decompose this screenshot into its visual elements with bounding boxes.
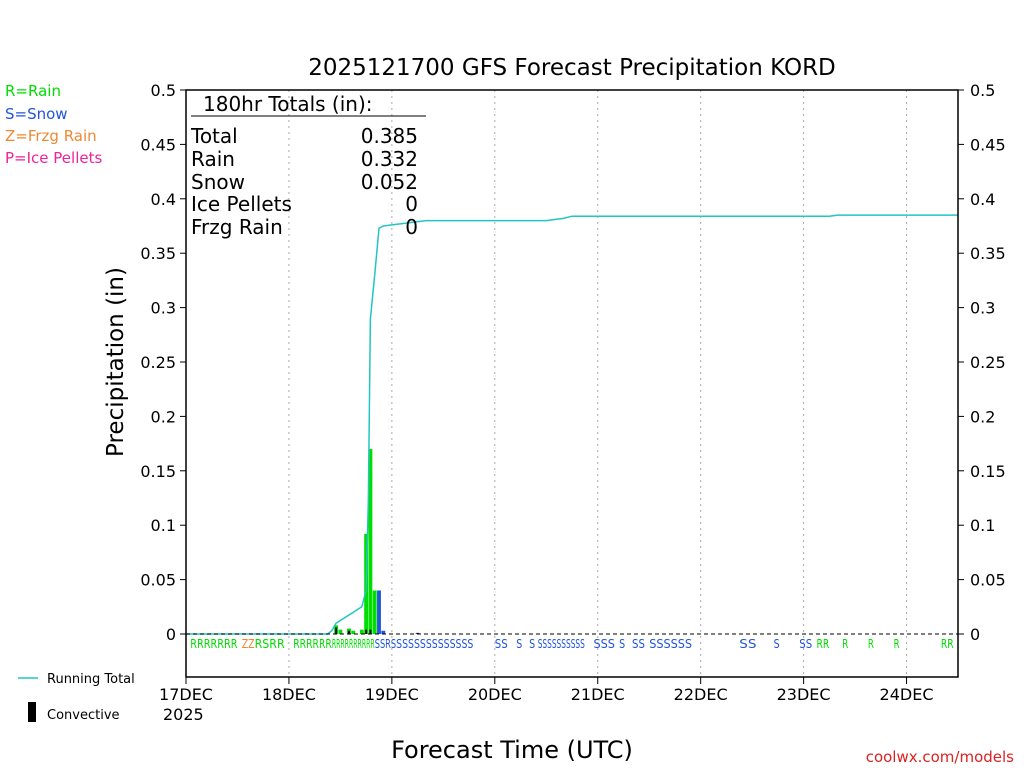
legend-ice: P=Ice Pellets — [5, 149, 102, 167]
y-tick-label-left: 0.5 — [151, 81, 176, 100]
y-tick-label-left: 0.35 — [140, 244, 176, 263]
ptype-labels: RRRRRRR ZZ RSRR RRRRRR RRRRRRRRRR SSRS SSSSSSS… — [190, 637, 953, 651]
x-tick-label: 17DEC — [159, 685, 213, 704]
year-label: 2025 — [163, 705, 204, 724]
bar-rain — [372, 590, 377, 634]
y-tick-label-right: 0.1 — [970, 516, 995, 535]
ptype-label-snow: S — [774, 637, 780, 651]
ptype-label-snow: SSSSSSSSSS — [538, 637, 585, 651]
totals-label-ice: Ice Pellets — [191, 192, 292, 216]
precip-bars — [334, 449, 420, 634]
legend-snow: S=Snow — [5, 105, 68, 123]
totals-value-rain: 0.332 — [361, 147, 418, 171]
x-ticks: 17DEC 18DEC 19DEC 20DEC 21DEC 22DEC 23DEC 24DEC — [159, 677, 934, 704]
convective-bar — [416, 632, 419, 634]
ptype-label-snow: SSRS — [375, 637, 396, 651]
y-tick-label-left: 0.05 — [140, 571, 176, 590]
convective-bar — [348, 630, 350, 634]
ptype-label-snow: SSS — [593, 637, 614, 651]
ptype-label-snow: SSSSSS — [649, 637, 692, 651]
convective-bars — [335, 627, 419, 634]
x-tick-label: 19DEC — [365, 685, 419, 704]
ptype-label-rain: RSRR — [255, 637, 285, 651]
bar-snow — [381, 630, 386, 634]
x-tick-label: 22DEC — [674, 685, 728, 704]
totals-heading: 180hr Totals (in): — [203, 92, 373, 116]
y-tick-label-left: 0.45 — [140, 135, 176, 154]
grid-lines — [288, 90, 908, 677]
y-tick-label-right: 0.45 — [970, 135, 1006, 154]
y-tick-label-left: 0 — [166, 625, 176, 644]
y-tick-label-right: 0.35 — [970, 244, 1006, 263]
ptype-label-rain: RRRRRR — [293, 637, 332, 651]
x-tick-label: 18DEC — [262, 685, 316, 704]
convective-bar — [365, 629, 368, 634]
totals-value-total: 0.385 — [361, 124, 418, 148]
legend-running-total: Running Total — [47, 672, 135, 687]
totals-value-ice: 0 — [405, 192, 418, 216]
y-tick-label-left: 0.25 — [140, 353, 176, 372]
ptype-label-rain: RRRRRRR — [190, 637, 237, 651]
ptype-label-snow: S — [516, 637, 522, 651]
ptype-label-rain: R — [868, 637, 874, 651]
x-tick-label: 20DEC — [468, 685, 522, 704]
totals-label-rain: Rain — [191, 147, 235, 171]
y-tick-label-right: 0.5 — [970, 81, 995, 100]
bar-rain — [359, 629, 364, 634]
y-axis-label: Precipitation (in) — [103, 267, 129, 457]
credit-text: coolwx.com/models — [866, 748, 1014, 766]
ptype-label-rain: RR — [941, 637, 954, 651]
ptype-label-snow: S — [619, 637, 625, 651]
y-tick-label-right: 0.3 — [970, 299, 995, 318]
bar-rain — [338, 629, 343, 634]
y-tick-label-left: 0.15 — [140, 462, 176, 481]
x-tick-label: 24DEC — [880, 685, 934, 704]
y-tick-label-left: 0.2 — [151, 407, 176, 426]
chart-title: 2025121700 GFS Forecast Precipitation KO… — [308, 55, 836, 81]
totals-value-snow: 0.052 — [361, 170, 418, 194]
ptype-label-snow: SS — [799, 637, 812, 651]
y-tick-label-right: 0.15 — [970, 462, 1006, 481]
ptype-label-snow: SSSSSSSSSSSSS — [396, 637, 473, 651]
ptype-label-snow: SS — [495, 637, 508, 651]
ptype-label-frzg: ZZ — [242, 637, 255, 651]
ptype-label-snow: SS — [632, 637, 645, 651]
totals-label-total: Total — [190, 124, 238, 148]
legend-frzg: Z=Frzg Rain — [5, 127, 97, 145]
x-tick-label: 21DEC — [571, 685, 625, 704]
ptype-label-snow: S — [529, 637, 535, 651]
y-ticks-right: 0 0.05 0.1 0.15 0.2 0.25 0.3 0.35 0.4 0.45 0.5 — [958, 81, 1006, 644]
bar-rain — [368, 449, 373, 634]
ptype-label-snow: SS — [739, 637, 756, 651]
bar-rain — [351, 630, 356, 634]
y-tick-label-left: 0.1 — [151, 516, 176, 535]
y-tick-label-right: 0.4 — [970, 190, 995, 209]
ptype-label-rain: R — [842, 637, 848, 651]
totals-label-frzg: Frzg Rain — [191, 215, 283, 239]
legend-rain: R=Rain — [5, 82, 61, 100]
ptype-label-rain: RRRRRRRRRR — [332, 637, 375, 651]
ptype-label-rain: R — [894, 637, 900, 651]
y-tick-label-right: 0.2 — [970, 407, 995, 426]
convective-bar — [335, 627, 338, 634]
running-total-line — [186, 214, 958, 635]
ptype-label-rain: RR — [816, 637, 829, 651]
y-tick-label-right: 0.25 — [970, 353, 1006, 372]
plot-frame — [185, 89, 959, 678]
y-tick-label-left: 0.3 — [151, 299, 176, 318]
legend-convective-swatch — [28, 702, 36, 722]
totals-label-snow: Snow — [191, 170, 245, 194]
totals-value-frzg: 0 — [405, 215, 418, 239]
x-tick-label: 23DEC — [777, 685, 831, 704]
x-axis-label: Forecast Time (UTC) — [391, 736, 633, 764]
y-tick-label-right: 0.05 — [970, 571, 1006, 590]
bar-snow — [377, 590, 381, 634]
y-tick-label-right: 0 — [970, 625, 980, 644]
totals-box: 180hr Totals (in): Total 0.385 Rain 0.33… — [190, 92, 426, 239]
y-tick-label-left: 0.4 — [151, 190, 176, 209]
y-ticks-left: 0 0.05 0.1 0.15 0.2 0.25 0.3 0.35 0.4 0.45 0.5 — [140, 81, 186, 644]
convective-bar — [369, 629, 372, 634]
legend-convective: Convective — [47, 708, 120, 723]
